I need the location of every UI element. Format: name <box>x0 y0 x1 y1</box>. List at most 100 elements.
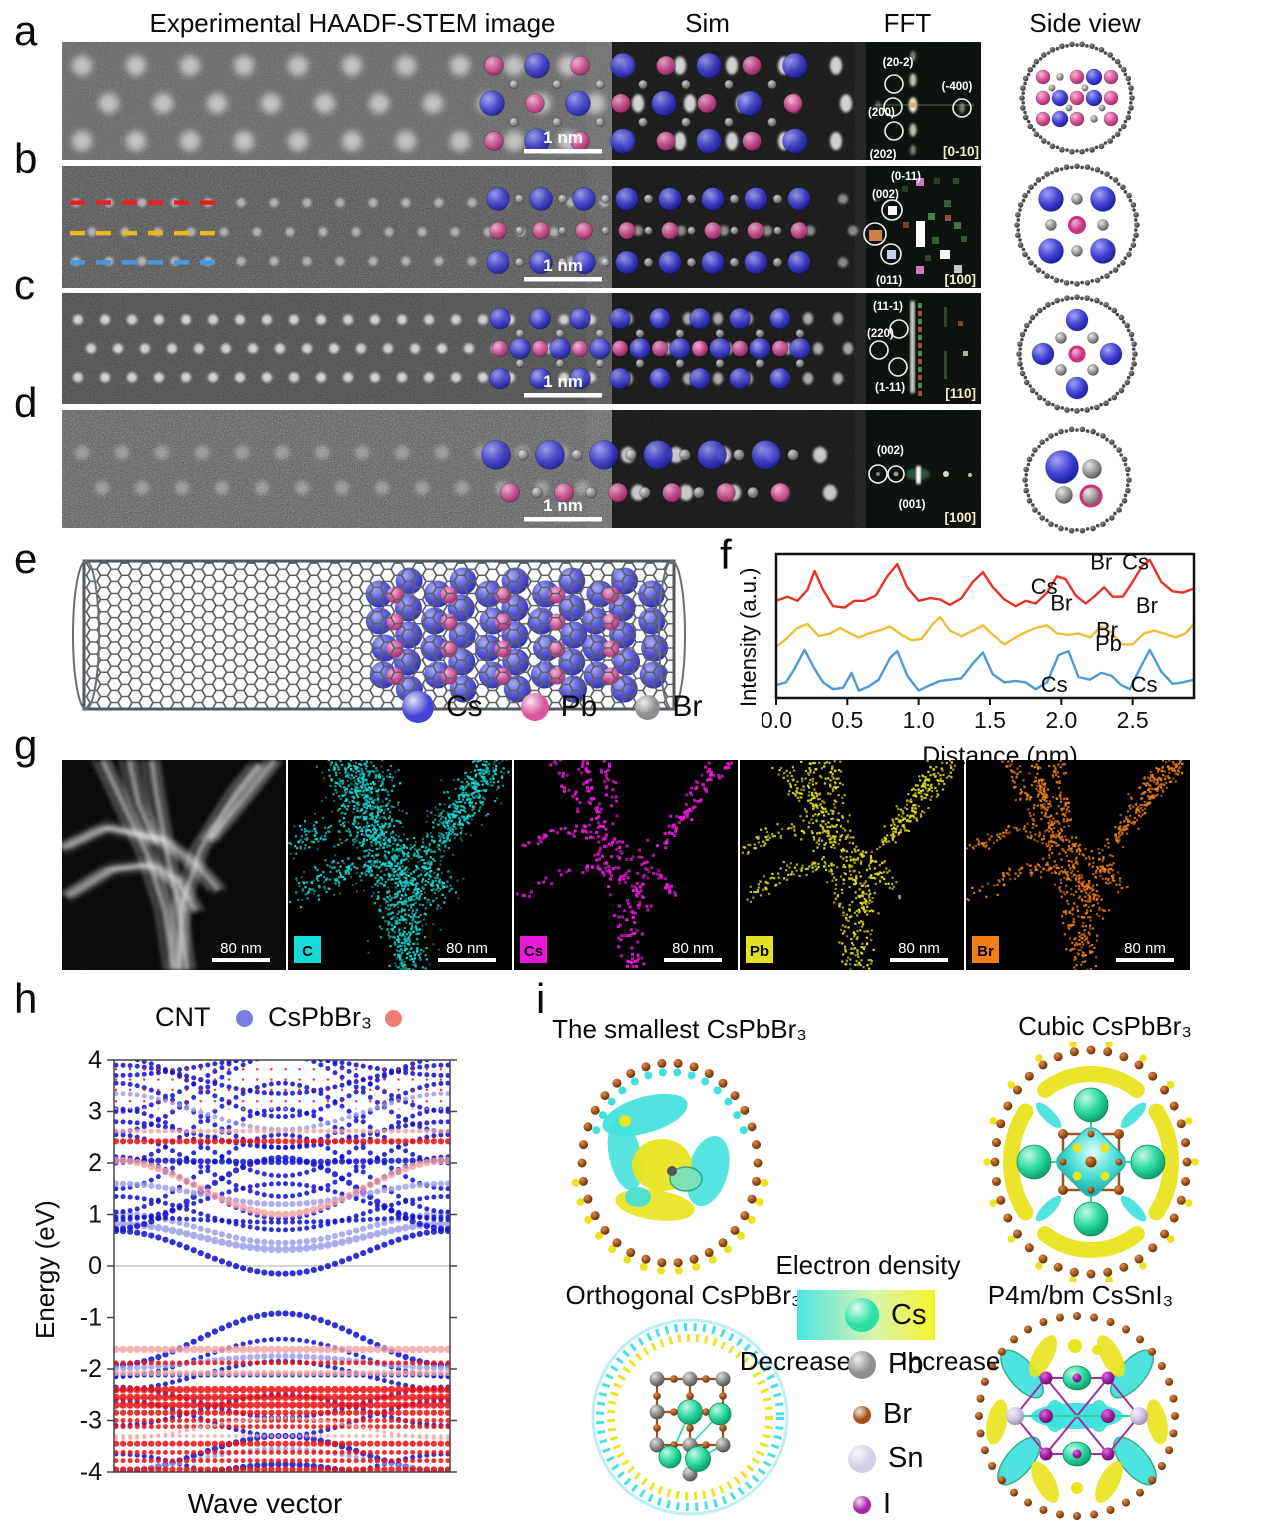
panel-label-h: h <box>14 975 38 1022</box>
svg-text:Pb: Pb <box>750 943 769 960</box>
iso-title-cubic: Cubic CsPbBr₃ <box>1018 1011 1192 1041</box>
iso-smallest-cspbbr3 <box>571 1058 769 1275</box>
iso-legend-cs: Cs <box>845 1298 926 1332</box>
band-legend-cspbbr3-label: CsPbBr₃ <box>268 1002 373 1032</box>
i-iso-sphere-icon <box>853 1495 871 1514</box>
svg-text:[110]: [110] <box>945 386 976 401</box>
panel-label-d: d <box>14 379 38 426</box>
iso-legend-i: I <box>853 1488 891 1521</box>
svg-text:80 nm: 80 nm <box>672 940 714 957</box>
side-view-b <box>1014 163 1140 287</box>
svg-text:1.0: 1.0 <box>903 707 935 733</box>
iso-title-smallest: The smallest CsPbBr₃ <box>552 1014 807 1044</box>
band-legend-cnt-label: CNT <box>155 1002 211 1032</box>
svg-text:(11-1): (11-1) <box>873 301 903 313</box>
svg-text:Br: Br <box>1136 593 1158 618</box>
svg-text:(202): (202) <box>870 149 897 160</box>
iso-p4mbm-cssni3 <box>975 1312 1179 1520</box>
svg-text:C: C <box>302 943 313 960</box>
svg-text:(200): (200) <box>868 107 895 119</box>
svg-text:(20-2): (20-2) <box>883 57 914 69</box>
header-side-view: Side view <box>1029 8 1141 38</box>
iso-title-orthogonal: Orthogonal CsPbBr₃ <box>565 1280 802 1310</box>
panel-label-a: a <box>14 7 38 54</box>
eds-haadf-image: 80 nm <box>62 760 286 970</box>
svg-text:1.5: 1.5 <box>974 707 1006 733</box>
panel-label-i: i <box>536 975 546 1022</box>
stem-row-b: 1 nm (0-11) (002) (011) [100] <box>62 166 981 288</box>
panel-label-f: f <box>720 531 732 578</box>
iso-legend-br: Br <box>853 1398 912 1431</box>
i-iso-label: I <box>883 1488 892 1520</box>
pb-iso-sphere-icon <box>848 1350 876 1379</box>
svg-text:80 nm: 80 nm <box>446 940 488 957</box>
sn-iso-sphere-icon <box>848 1444 876 1473</box>
svg-text:0.0: 0.0 <box>762 707 792 733</box>
svg-text:[0-10]: [0-10] <box>943 144 979 159</box>
header-sim: Sim <box>685 8 730 38</box>
svg-text:Cs: Cs <box>1131 672 1158 697</box>
pb-iso-label: Pb <box>888 1348 924 1380</box>
panel-e-legend: Cs Pb Br <box>402 688 702 726</box>
colorbar-decrease-label: Decrease <box>739 1346 852 1376</box>
svg-text:1 nm: 1 nm <box>543 256 583 275</box>
side-view-d <box>1022 426 1132 534</box>
side-view-a <box>1019 41 1135 155</box>
cs-iso-sphere-icon <box>845 1298 879 1332</box>
svg-text:(011): (011) <box>876 275 902 287</box>
svg-text:(220): (220) <box>867 328 894 340</box>
svg-text:Cs: Cs <box>1122 550 1149 575</box>
panel-label-e: e <box>14 535 38 582</box>
pb-sphere-icon <box>520 693 549 721</box>
band-legend-cspbbr3-dot <box>385 1010 402 1027</box>
panel-label-g: g <box>14 721 38 768</box>
cs-iso-label: Cs <box>891 1298 927 1331</box>
svg-text:(0-11): (0-11) <box>891 171 921 183</box>
eds-map-pb: Pb 80 nm <box>740 760 964 970</box>
svg-text:(1-11): (1-11) <box>875 382 905 394</box>
profile-y-axis-label: Intensity (a.u.) <box>736 567 761 707</box>
nanotube-model <box>72 559 686 711</box>
iso-legend-pb: Pb <box>848 1348 923 1381</box>
svg-text:2.5: 2.5 <box>1117 707 1149 733</box>
svg-text:(002): (002) <box>872 189 899 201</box>
eds-map-br: Br 80 nm <box>966 760 1190 970</box>
svg-text:2.0: 2.0 <box>1045 707 1077 733</box>
br-iso-label: Br <box>883 1398 912 1430</box>
svg-text:Cs: Cs <box>1041 672 1068 697</box>
svg-text:Cs: Cs <box>1031 574 1058 599</box>
svg-text:(-400): (-400) <box>942 81 973 93</box>
eds-map-c: C 80 nm <box>288 760 512 970</box>
side-view-c <box>1016 294 1138 414</box>
svg-text:[100]: [100] <box>944 510 976 525</box>
stem-row-d: 1 nm (002) (001) [100] <box>62 410 981 528</box>
eds-map-cs: Cs 80 nm <box>514 760 738 970</box>
band-x-axis-label: Wave vector <box>187 1488 343 1519</box>
colorbar-title: Electron density <box>775 1250 961 1280</box>
stem-row-a: 1 nm (20-2) (-400) (200) (202) [0-10] <box>62 42 981 160</box>
colorbar-increase-label: Increase <box>900 1346 1001 1376</box>
svg-text:Cs: Cs <box>524 943 543 960</box>
svg-text:80 nm: 80 nm <box>220 940 262 957</box>
svg-text:(002): (002) <box>877 445 904 457</box>
iso-orthogonal-cspbbr3 <box>591 1318 789 1516</box>
br-legend-label: Br <box>672 690 703 723</box>
iso-cubic-cspbbr3 <box>983 1042 1199 1282</box>
br-iso-sphere-icon <box>853 1405 871 1424</box>
svg-text:0.5: 0.5 <box>831 707 863 733</box>
svg-text:(001): (001) <box>899 499 926 511</box>
iso-title-p4mbm: P4m/bm CsSnI₃ <box>987 1280 1174 1310</box>
stem-row-c: 1 nm (11-1) (220) (1-11) [110] <box>62 293 981 404</box>
svg-text:Br: Br <box>1090 550 1112 575</box>
pb-legend-label: Pb <box>560 690 598 723</box>
header-experimental: Experimental HAADF-STEM image <box>149 8 556 38</box>
svg-text:1 nm: 1 nm <box>543 128 583 147</box>
iso-legend-sn: Sn <box>848 1442 923 1475</box>
svg-text:Pb: Pb <box>1095 631 1122 656</box>
svg-text:1 nm: 1 nm <box>543 372 583 391</box>
band-y-axis-label: Energy (eV) <box>30 1200 60 1340</box>
band-legend-cnt-dot <box>236 1010 253 1027</box>
svg-text:80 nm: 80 nm <box>898 940 940 957</box>
